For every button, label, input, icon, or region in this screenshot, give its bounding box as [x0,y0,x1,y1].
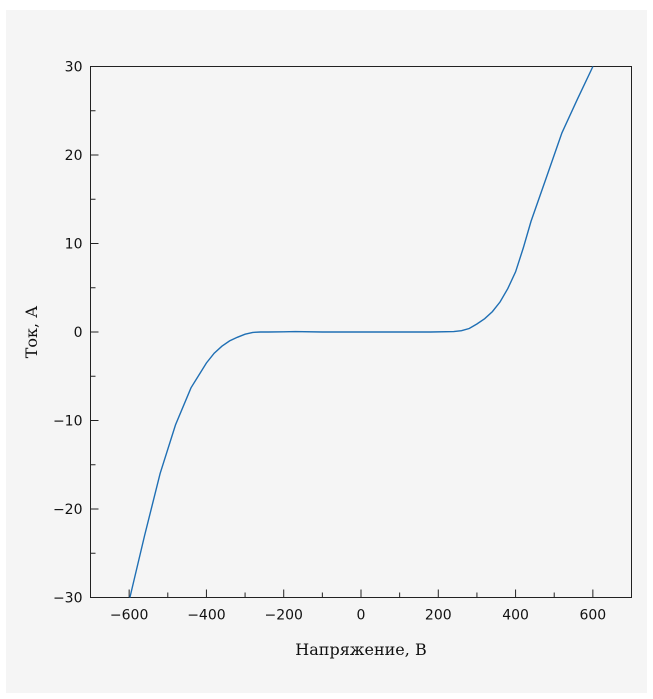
chart-svg: Напряжение, В Ток, А −600 −400 −200 0 200 400… [22,60,632,659]
y-axis-label: Ток, А [22,306,41,359]
y-tick-label: 0 [74,325,83,341]
tick-marks [90,66,632,598]
x-tick-label: 200 [425,608,452,624]
series-line [129,66,594,598]
x-tick-label: −600 [110,608,148,624]
y-tick-label: 10 [65,237,83,253]
x-tick-label: −200 [264,608,302,624]
y-tick-label: −20 [53,502,83,518]
y-tick-label: 30 [65,60,83,76]
x-tick-label: 0 [357,608,366,624]
y-tick-label: 20 [65,148,83,164]
chart-panel: Напряжение, В Ток, А −600 −400 −200 0 200 400… [6,10,647,693]
y-tick-label: −30 [53,591,83,607]
x-tick-label: 600 [579,608,606,624]
x-axis-label: Напряжение, В [295,640,426,659]
y-tick-label: −10 [53,414,83,430]
x-tick-label: −400 [187,608,225,624]
x-tick-label: 400 [502,608,529,624]
